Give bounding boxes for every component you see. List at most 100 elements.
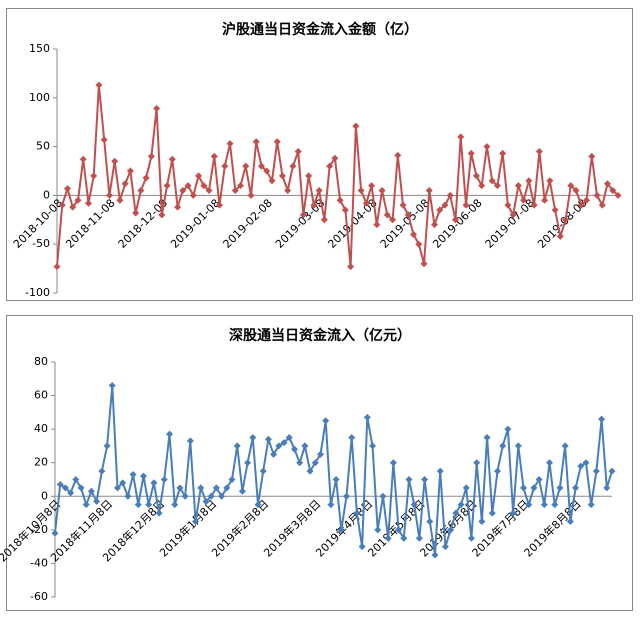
data-point <box>604 180 612 188</box>
data-point <box>259 467 267 475</box>
data-point <box>108 382 116 389</box>
data-point <box>389 216 397 224</box>
data-point <box>192 517 200 525</box>
data-point <box>514 442 522 450</box>
data-point <box>431 551 439 559</box>
data-point <box>358 543 366 551</box>
data-point <box>174 203 182 211</box>
data-point <box>332 476 340 483</box>
data-point <box>572 187 580 195</box>
data-point <box>244 459 252 467</box>
y-tick-label: -20 <box>30 523 48 536</box>
data-point <box>343 492 351 500</box>
y-tick-label: -60 <box>30 590 48 603</box>
data-point <box>410 501 418 509</box>
data-point <box>514 182 522 190</box>
data-point <box>270 450 278 458</box>
data-point <box>540 501 548 509</box>
chart-title: 沪股通当日资金流入金额（亿） <box>222 21 418 38</box>
data-point <box>311 459 319 467</box>
chart-frame <box>6 315 633 611</box>
data-point <box>139 472 147 480</box>
data-point <box>98 467 106 475</box>
y-tick-label: 50 <box>36 140 50 153</box>
data-point <box>322 417 330 425</box>
data-point <box>160 476 168 483</box>
data-point <box>441 543 449 551</box>
data-point <box>296 459 304 467</box>
data-point <box>520 196 528 204</box>
data-point <box>119 479 127 487</box>
data-point <box>301 442 309 450</box>
data-point <box>252 138 260 146</box>
data-point <box>145 501 153 509</box>
data-point <box>306 467 314 475</box>
data-point <box>593 191 601 199</box>
data-point <box>452 509 460 517</box>
data-point <box>499 149 507 157</box>
data-point <box>337 526 345 534</box>
data-point <box>200 182 208 190</box>
data-point <box>103 442 111 450</box>
y-tick-label: 0 <box>43 188 50 201</box>
data-point <box>58 201 66 209</box>
data-point <box>137 187 145 195</box>
data-point <box>394 151 402 159</box>
data-point <box>415 534 423 542</box>
data-point <box>100 136 108 144</box>
data-point <box>69 203 77 211</box>
chart-title: 深股通当日资金流入（亿元） <box>229 327 411 344</box>
data-point <box>566 517 574 525</box>
data-point <box>546 177 554 185</box>
data-point <box>216 201 224 209</box>
data-point <box>446 191 454 199</box>
data-point <box>577 201 585 209</box>
data-point <box>320 216 328 224</box>
data-point <box>472 172 480 180</box>
data-point <box>105 191 113 199</box>
data-point <box>150 479 158 487</box>
data-point <box>202 497 210 505</box>
data-point <box>280 439 288 447</box>
data-point <box>352 122 360 130</box>
data-point <box>587 501 595 509</box>
data-point <box>457 501 465 509</box>
y-tick-label: -50 <box>32 237 50 250</box>
data-point <box>278 172 286 180</box>
data-point <box>447 526 455 534</box>
data-point <box>441 201 449 209</box>
data-point <box>509 211 517 219</box>
data-point <box>404 211 412 219</box>
data-point <box>223 484 231 492</box>
data-point <box>207 492 215 500</box>
data-point <box>237 182 245 190</box>
data-point <box>609 187 617 195</box>
series-line <box>56 85 619 267</box>
data-point <box>155 509 163 517</box>
data-point <box>158 211 166 219</box>
data-point <box>425 187 433 195</box>
data-point <box>483 434 491 442</box>
data-point <box>473 459 481 467</box>
data-point <box>327 501 335 509</box>
data-point <box>111 157 119 165</box>
data-point <box>608 467 616 475</box>
data-point <box>226 140 234 148</box>
data-point <box>56 481 64 489</box>
data-point <box>233 442 241 450</box>
data-point <box>326 162 334 170</box>
data-point <box>84 199 92 207</box>
data-point <box>264 435 272 443</box>
data-point <box>341 206 349 214</box>
data-point <box>147 152 155 160</box>
data-point <box>285 434 293 442</box>
data-point <box>525 177 533 185</box>
data-point <box>171 501 179 509</box>
data-point <box>562 216 570 224</box>
data-point <box>316 450 324 458</box>
data-point <box>331 154 339 162</box>
data-point <box>588 152 596 160</box>
data-point <box>82 501 90 509</box>
data-point <box>294 147 302 155</box>
